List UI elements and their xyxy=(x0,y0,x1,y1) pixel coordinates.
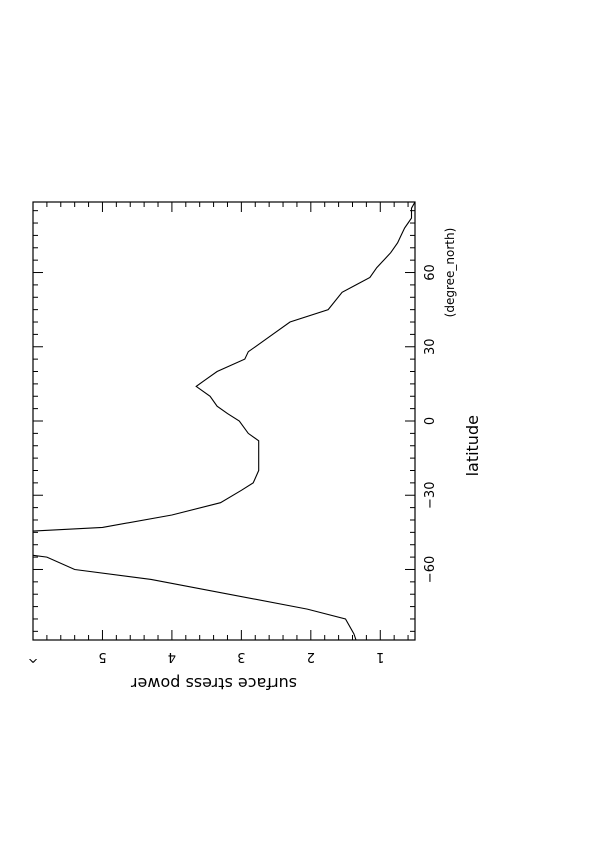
y-tick-label: 5 xyxy=(98,649,106,664)
y-axis-label: surface stress power xyxy=(131,674,298,693)
series-line-group xyxy=(33,202,415,640)
plot-frame-group xyxy=(32,201,416,641)
y-tick-label: 2 xyxy=(307,649,315,664)
x-tick-label: 30 xyxy=(423,338,438,355)
y-tick-label: 4 xyxy=(168,649,176,664)
x-axis-label: latitude xyxy=(463,415,482,476)
x-axis-unit-label: (degree_north) xyxy=(443,228,457,318)
series-line-1 xyxy=(33,202,415,640)
plot-frame xyxy=(32,201,416,641)
tick-labels-group: −60 −30 0 30 60 1 2 3 4 5 ^ xyxy=(28,264,438,664)
tick-marks-group xyxy=(32,202,415,640)
x-tick-label: −60 xyxy=(423,556,438,583)
y-tick-label: ^ xyxy=(28,649,39,664)
x-tick-label: 0 xyxy=(423,417,438,425)
y-tick-label: 1 xyxy=(376,649,384,664)
x-tick-label: −30 xyxy=(423,482,438,509)
x-tick-label: 60 xyxy=(423,264,438,281)
y-tick-label: 3 xyxy=(237,649,245,664)
